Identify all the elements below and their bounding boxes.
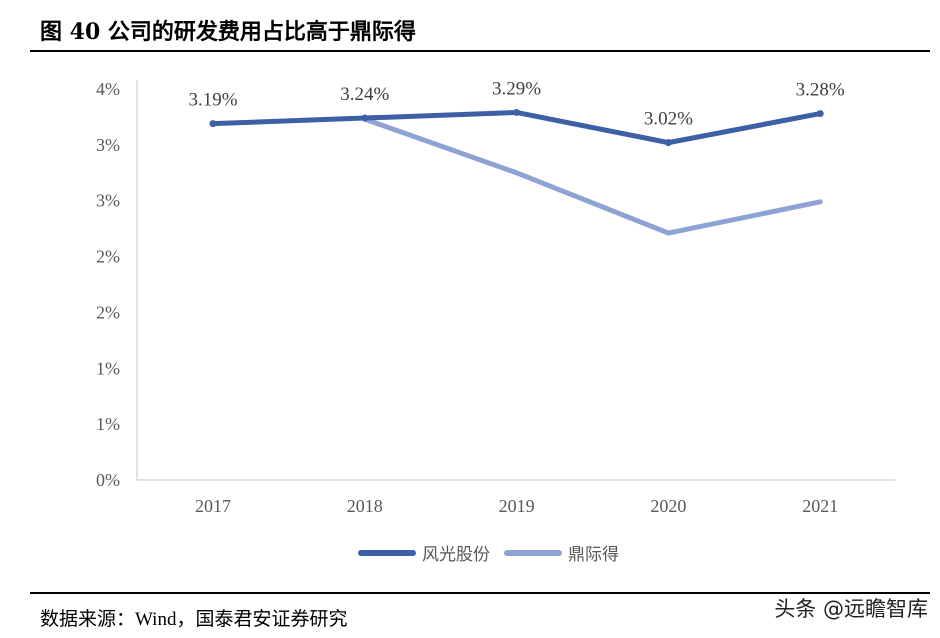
legend-swatch xyxy=(358,549,416,556)
data-point xyxy=(209,120,217,128)
data-label: 3.02% xyxy=(644,109,693,130)
data-label: 3.28% xyxy=(796,80,845,101)
data-point xyxy=(664,139,672,147)
y-tick-label: 2% xyxy=(96,247,120,267)
legend-label: 鼎际得 xyxy=(568,545,619,565)
y-tick-label: 2% xyxy=(96,302,120,322)
source-divider xyxy=(30,592,930,594)
data-point xyxy=(816,110,824,118)
source-note: 数据来源：Wind，国泰君安证券研究 xyxy=(40,609,348,630)
data-label: 3.29% xyxy=(492,78,541,99)
y-tick-label: 1% xyxy=(96,358,120,378)
data-point xyxy=(513,108,521,116)
line-chart: 0% 1% 1% 2% 2% 3% 3% 4% 2017 2018 2019 2020 2021 3.19… xyxy=(96,78,895,516)
y-tick-label: 4% xyxy=(96,79,120,99)
x-tick-label: 2021 xyxy=(802,496,838,516)
x-tick-label: 2020 xyxy=(650,496,686,516)
data-point xyxy=(361,114,369,122)
figure-title: 图 40 公司的研发费用占比高于鼎际得 xyxy=(40,19,416,45)
data-label: 3.19% xyxy=(188,90,237,111)
legend-item-dingjide: 鼎际得 xyxy=(504,540,619,565)
y-tick-label: 0% xyxy=(96,470,120,490)
legend-swatch xyxy=(504,549,562,556)
y-tick-label: 1% xyxy=(96,414,120,434)
y-tick-label: 3% xyxy=(96,191,120,211)
legend: 风光股份 鼎际得 xyxy=(358,540,619,565)
x-tick-label: 2018 xyxy=(347,496,383,516)
series-line-1 xyxy=(362,116,823,236)
series-line-0 xyxy=(210,109,823,146)
x-tick-label: 2019 xyxy=(499,496,535,516)
legend-item-fengguang: 风光股份 xyxy=(358,540,490,565)
legend-label: 风光股份 xyxy=(422,545,490,565)
y-tick-label: 3% xyxy=(96,135,120,155)
data-label: 3.24% xyxy=(340,84,389,105)
x-tick-label: 2017 xyxy=(195,496,231,516)
title-divider xyxy=(30,50,930,52)
watermark: 头条 @远瞻智库 xyxy=(774,597,928,621)
